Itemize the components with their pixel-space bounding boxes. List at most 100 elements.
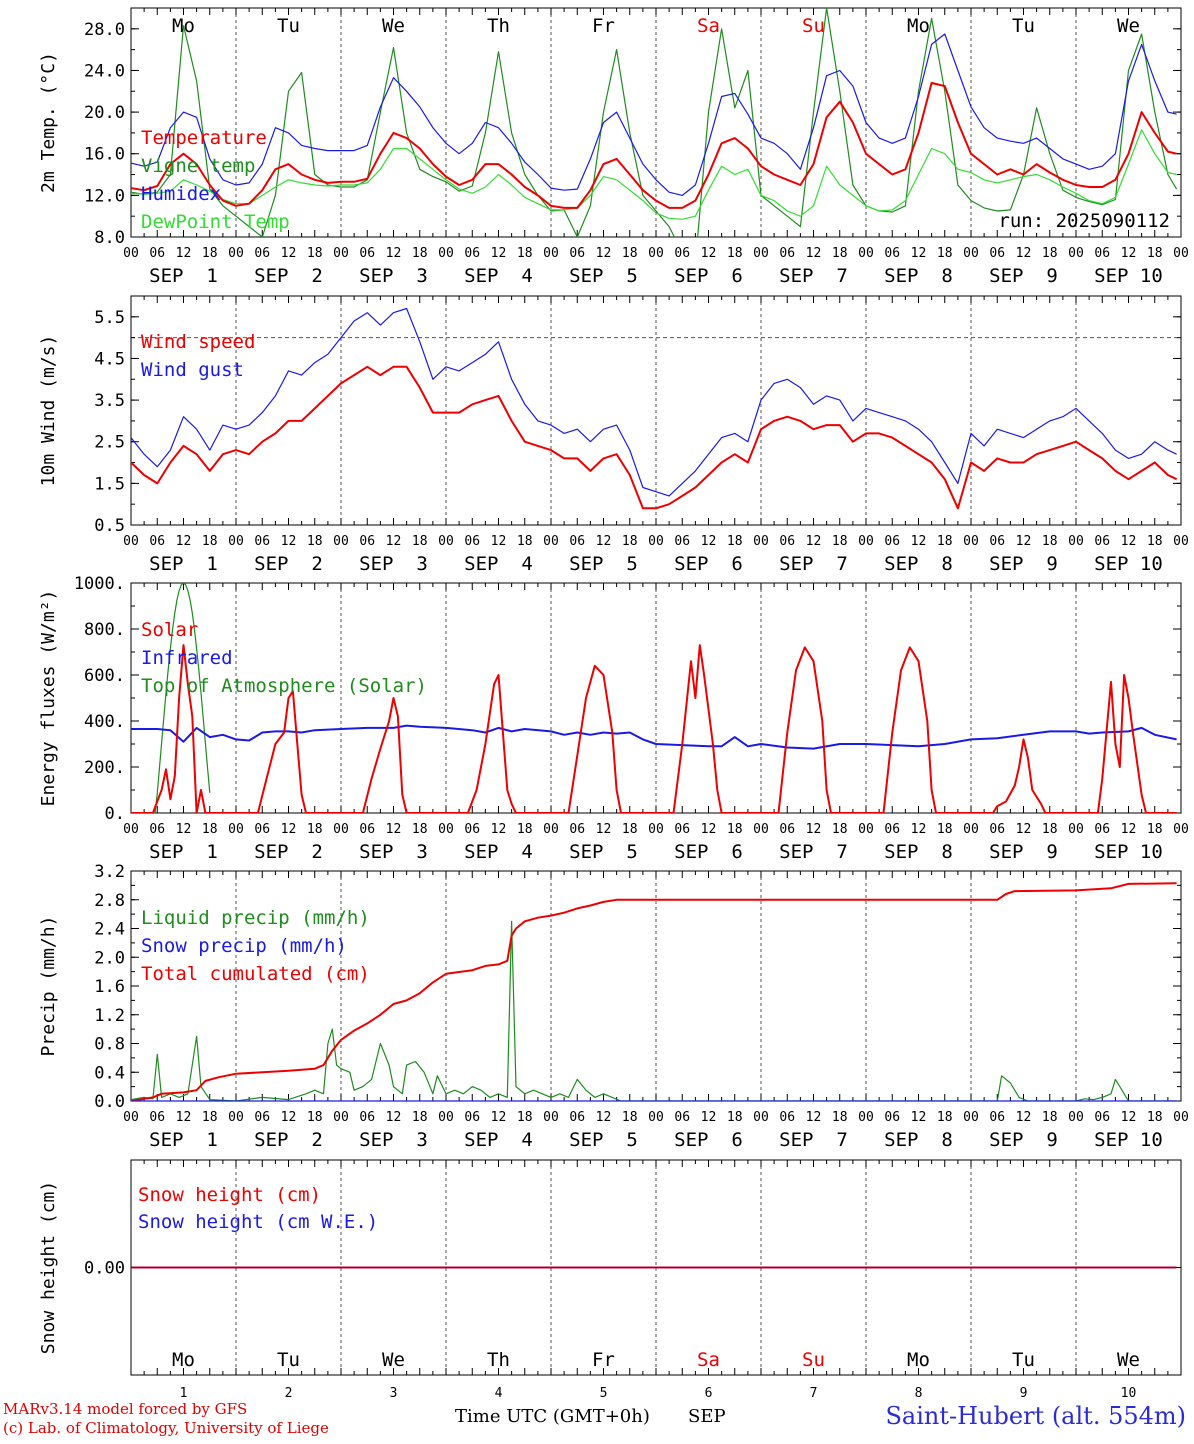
hour-tick-label: 18 bbox=[832, 534, 848, 549]
hour-tick-label: 06 bbox=[1094, 246, 1110, 261]
hour-tick-label: 00 bbox=[1173, 246, 1189, 261]
hour-tick-label: 06 bbox=[149, 534, 165, 549]
hour-tick-label: 18 bbox=[937, 246, 953, 261]
y-axis-title: 2m Temp. (°C) bbox=[38, 52, 59, 193]
date-label: SEP 1 bbox=[149, 553, 218, 575]
hour-tick-label: 18 bbox=[937, 822, 953, 837]
hour-tick-label: 12 bbox=[1016, 822, 1032, 837]
hour-tick-label: 18 bbox=[202, 534, 218, 549]
hour-tick-label: 12 bbox=[701, 1110, 717, 1125]
legend-entry: DewPoint Temp bbox=[141, 211, 290, 233]
y-tick-label: 0.00 bbox=[84, 1259, 125, 1279]
hour-tick-label: 12 bbox=[176, 1110, 192, 1125]
hour-tick-label: 18 bbox=[727, 246, 743, 261]
series-line-humidex bbox=[131, 33, 1177, 196]
hour-tick-label: 06 bbox=[359, 534, 375, 549]
hour-tick-label: 12 bbox=[281, 1110, 297, 1125]
hour-tick-label: 00 bbox=[963, 822, 979, 837]
hour-tick-label: 12 bbox=[1121, 246, 1137, 261]
hour-tick-label: 06 bbox=[884, 1110, 900, 1125]
hour-tick-label: 00 bbox=[1173, 534, 1189, 549]
y-tick-label: 3.5 bbox=[94, 391, 125, 411]
hour-tick-label: 00 bbox=[333, 1110, 349, 1125]
hour-tick-label: 00 bbox=[648, 534, 664, 549]
series-line-wind-speed bbox=[131, 365, 1178, 510]
panel-2: 0.5 1.5 2.5 3.5 4.5 5.5 10m Wind (m/s) Wind spe… bbox=[38, 295, 1189, 575]
hour-tick-label: 06 bbox=[359, 1110, 375, 1125]
day-of-week-label: We bbox=[382, 1349, 405, 1371]
date-label: SEP 2 bbox=[254, 841, 323, 863]
day-of-week-label: Sa bbox=[697, 1349, 720, 1371]
hour-tick-label: 00 bbox=[543, 822, 559, 837]
day-number-label: 2 bbox=[285, 1386, 293, 1401]
hour-tick-label: 18 bbox=[727, 1110, 743, 1125]
hour-tick-label: 06 bbox=[569, 246, 585, 261]
hour-tick-label: 00 bbox=[228, 1110, 244, 1125]
hour-tick-label: 06 bbox=[359, 822, 375, 837]
hour-tick-label: 12 bbox=[806, 822, 822, 837]
hour-tick-label: 00 bbox=[858, 534, 874, 549]
hour-tick-label: 12 bbox=[911, 246, 927, 261]
day-of-week-label: We bbox=[1117, 1349, 1140, 1371]
y-tick-label: 20.0 bbox=[84, 103, 125, 123]
series-line-wind-gust bbox=[131, 307, 1177, 497]
hour-tick-label: 00 bbox=[858, 822, 874, 837]
hour-tick-label: 18 bbox=[517, 246, 533, 261]
date-label: SEP 4 bbox=[464, 553, 533, 575]
day-number-label: 1 bbox=[180, 1386, 188, 1401]
hour-tick-label: 12 bbox=[1016, 246, 1032, 261]
hour-tick-label: 12 bbox=[806, 534, 822, 549]
legend-entry: Wind speed bbox=[141, 331, 255, 353]
date-label: SEP 4 bbox=[464, 265, 533, 287]
hour-tick-label: 18 bbox=[1042, 534, 1058, 549]
hour-tick-label: 06 bbox=[149, 1110, 165, 1125]
day-number-label: 3 bbox=[390, 1386, 398, 1401]
hour-tick-label: 12 bbox=[596, 246, 612, 261]
hour-tick-label: 00 bbox=[648, 246, 664, 261]
hour-tick-label: 18 bbox=[1147, 1110, 1163, 1125]
lab-credit: (c) Lab. of Climatology, University of L… bbox=[3, 1419, 329, 1437]
hour-tick-label: 18 bbox=[622, 1110, 638, 1125]
series-line-infrared bbox=[131, 724, 1177, 750]
hour-tick-label: 06 bbox=[674, 1110, 690, 1125]
y-tick-label: 4.5 bbox=[94, 349, 125, 369]
hour-tick-label: 06 bbox=[779, 246, 795, 261]
hour-tick-label: 00 bbox=[333, 246, 349, 261]
hour-tick-label: 12 bbox=[911, 822, 927, 837]
hour-tick-label: 06 bbox=[779, 1110, 795, 1125]
y-tick-label: 2.8 bbox=[94, 891, 125, 911]
date-label: SEP 8 bbox=[884, 1129, 953, 1151]
day-number-label: 8 bbox=[915, 1386, 923, 1401]
day-number-label: 6 bbox=[705, 1386, 713, 1401]
hour-tick-label: 00 bbox=[543, 1110, 559, 1125]
day-of-week-label: We bbox=[382, 15, 405, 37]
hour-tick-label: 12 bbox=[701, 534, 717, 549]
hour-tick-label: 06 bbox=[254, 1110, 270, 1125]
legend-entry: Infrared bbox=[141, 647, 233, 669]
day-number-label: 7 bbox=[810, 1386, 818, 1401]
date-label: SEP 3 bbox=[359, 1129, 428, 1151]
hour-tick-label: 12 bbox=[491, 1110, 507, 1125]
y-tick-label: 5.5 bbox=[94, 308, 125, 328]
date-label: SEP 2 bbox=[254, 265, 323, 287]
hour-tick-label: 12 bbox=[176, 246, 192, 261]
y-tick-label: 2.5 bbox=[94, 433, 125, 453]
hour-tick-label: 18 bbox=[412, 534, 428, 549]
hour-tick-label: 00 bbox=[438, 1110, 454, 1125]
y-tick-label: 3.2 bbox=[94, 862, 125, 882]
date-label: SEP 8 bbox=[884, 841, 953, 863]
legend-entry: Liquid precip (mm/h) bbox=[141, 907, 370, 929]
y-tick-label: 200. bbox=[84, 758, 125, 778]
day-of-week-label: Tu bbox=[1012, 1349, 1035, 1371]
hour-tick-label: 18 bbox=[622, 822, 638, 837]
series-group bbox=[131, 307, 1178, 510]
hour-tick-label: 06 bbox=[569, 822, 585, 837]
hour-tick-label: 18 bbox=[1147, 534, 1163, 549]
series-line-solar bbox=[131, 644, 1177, 813]
y-tick-label: 0.0 bbox=[94, 1092, 125, 1112]
run-label: run: 2025090112 bbox=[998, 210, 1170, 232]
hour-tick-label: 12 bbox=[911, 534, 927, 549]
series-group bbox=[131, 583, 1177, 813]
